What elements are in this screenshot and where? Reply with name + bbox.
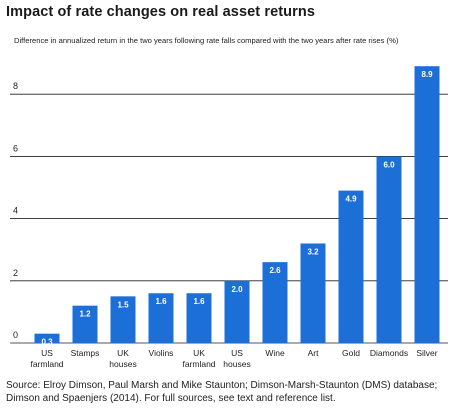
- bar: [414, 66, 440, 344]
- bar-value-label: 1.5: [117, 300, 129, 309]
- bar-value-label: 2.0: [231, 285, 243, 294]
- y-axis-ticks: 0 2 4 6 8: [13, 81, 18, 340]
- bar: [186, 293, 212, 343]
- category-label: Art: [308, 348, 320, 358]
- bar-value-label: 6.0: [383, 160, 395, 169]
- category-label: US: [41, 348, 53, 358]
- category-label: Silver: [416, 348, 437, 358]
- chart-subtitle: Difference in annualized return in the t…: [14, 36, 399, 45]
- y-tick-label: 2: [13, 268, 18, 278]
- category-label: Gold: [342, 348, 360, 358]
- y-tick-label: 6: [13, 143, 18, 153]
- bar: [300, 243, 326, 343]
- category-label: Diamonds: [370, 348, 408, 358]
- category-label: Wine: [265, 348, 285, 358]
- bar-value-label: 1.6: [193, 297, 205, 306]
- bar-value-label: 4.9: [345, 195, 357, 204]
- bar: [224, 280, 250, 343]
- bar-value-label: 3.2: [307, 247, 319, 256]
- bar-value-label: 2.6: [269, 266, 281, 275]
- y-tick-label: 4: [13, 206, 18, 216]
- bar: [338, 190, 364, 343]
- bars: 0.3 1.2 1.5 1.6 1.6 2.0 2.6 3.2 4.9 6.0 8.9: [34, 66, 440, 347]
- bar: [376, 156, 402, 343]
- bar-value-label: 1.2: [79, 310, 91, 319]
- category-label: UK: [193, 348, 205, 358]
- chart-title: Impact of rate changes on real asset ret…: [6, 4, 316, 20]
- bar: [72, 305, 98, 343]
- category-label: farmland: [30, 359, 63, 369]
- bar: [110, 296, 136, 343]
- source-note: Source: Elroy Dimson, Paul Marsh and Mik…: [6, 380, 438, 404]
- y-tick-label: 0: [13, 330, 18, 340]
- category-label: US: [231, 348, 243, 358]
- category-label: Stamps: [71, 348, 100, 358]
- bar-value-label: 0.3: [41, 338, 53, 347]
- category-label: Violins: [149, 348, 174, 358]
- category-label: farmland: [182, 359, 215, 369]
- bar-value-label: 1.6: [155, 297, 167, 306]
- bar: [34, 333, 60, 343]
- y-tick-label: 8: [13, 81, 18, 91]
- bar: [148, 293, 174, 343]
- category-label: UK: [117, 348, 129, 358]
- category-label: houses: [109, 359, 136, 369]
- bar-value-label: 8.9: [421, 70, 433, 79]
- bar: [262, 262, 288, 343]
- category-label: houses: [223, 359, 250, 369]
